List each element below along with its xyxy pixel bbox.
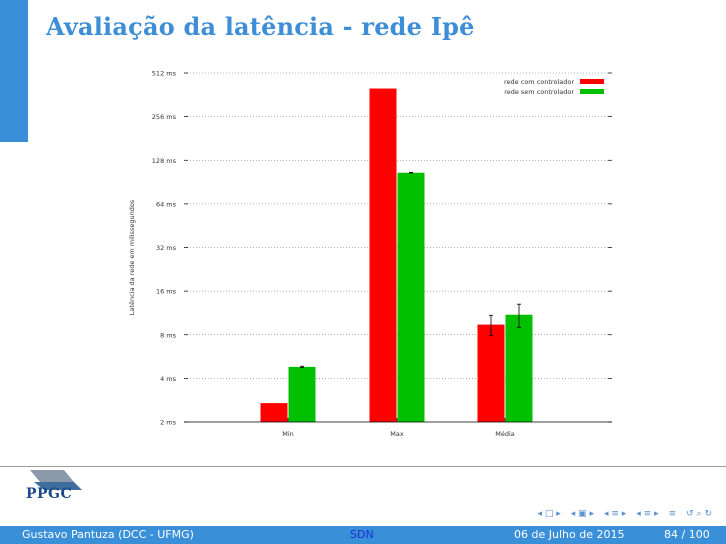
y-tick-label: 512 ms (152, 70, 177, 78)
bar-min-series2 (288, 366, 316, 422)
x-tick-label: Média (495, 430, 515, 438)
y-tick-label: 2 ms (160, 419, 177, 427)
slide-title: Avaliação da latência - rede Ipê (46, 12, 475, 41)
bar-média-series2 (505, 314, 533, 422)
y-tick-label: 16 ms (156, 288, 177, 296)
legend-swatch (580, 89, 604, 94)
bar-min-series1 (260, 403, 288, 422)
x-tick-label: Max (390, 430, 404, 438)
footer-author: Gustavo Pantuza (DCC - UFMG) (22, 528, 194, 541)
footer-divider (0, 466, 726, 467)
nav-section-button[interactable]: ◂ ≡ ▸ (603, 509, 627, 519)
y-axis: 2 ms 4 ms 8 ms 16 ms 32 ms 64 ms 128 ms 256 ms 5… (152, 70, 612, 427)
footer-date: 06 de Julho de 2015 (514, 528, 625, 541)
y-tick-label: 256 ms (152, 113, 177, 121)
legend-label: rede sem controlador (504, 88, 574, 96)
y-tick-label: 64 ms (156, 200, 177, 208)
logo-text: PPGC (26, 486, 73, 502)
nav-subsection-button[interactable]: ◂ ▣ ▸ (570, 509, 594, 519)
y-tick-label: 128 ms (152, 157, 177, 165)
nav-outline-button[interactable]: ◂ ≡ ▸ (636, 509, 659, 519)
bar-max-series1 (369, 88, 397, 422)
chart-legend: rede com controlador rede sem controlador (504, 78, 604, 96)
bar-max-series2 (397, 172, 425, 422)
x-tick-label: Min (282, 430, 294, 438)
nav-frame-button[interactable]: ◂ □ ▸ (537, 509, 561, 519)
latency-bar-chart: 2 ms 4 ms 8 ms 16 ms 32 ms 64 ms 128 ms 256 ms 5… (128, 70, 612, 438)
legend-swatch (580, 79, 604, 84)
footer-short-title: SDN (350, 528, 374, 541)
x-axis: Min Max Média (184, 418, 612, 438)
footer-page-number: 84 / 100 (664, 528, 710, 541)
nav-search-icon[interactable]: ↺ ⌕ ↻ (686, 509, 712, 519)
beamer-navigation: ◂ □ ▸ ◂ ▣ ▸ ◂ ≡ ▸ ◂ ≡ ▸ ≡ ↺ ⌕ ↻ (537, 509, 712, 519)
ppgc-logo-icon (30, 470, 82, 490)
legend-label: rede com controlador (504, 78, 574, 86)
nav-menu-icon[interactable]: ≡ (668, 509, 677, 519)
y-axis-label: Latência da rede em milissegundos (128, 199, 136, 315)
y-tick-label: 8 ms (160, 331, 177, 339)
chart-bars (260, 88, 533, 422)
footer-bar: Gustavo Pantuza (DCC - UFMG) SDN 06 de J… (0, 526, 726, 544)
y-tick-label: 32 ms (156, 244, 177, 252)
y-tick-label: 4 ms (160, 375, 177, 383)
bar-média-series1 (477, 324, 505, 422)
side-accent-bar (0, 0, 28, 142)
